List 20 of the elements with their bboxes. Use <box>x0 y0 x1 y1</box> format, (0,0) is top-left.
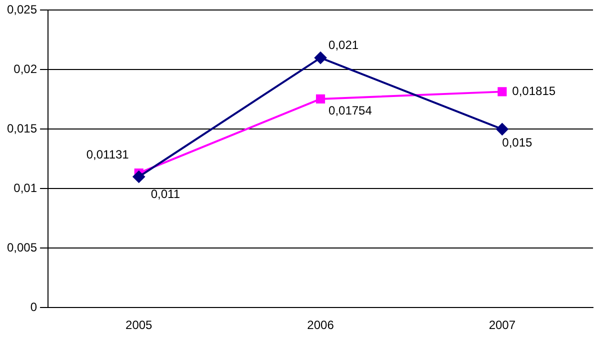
x-tick-label: 2006 <box>307 318 334 332</box>
y-tick-label: 0,025 <box>7 2 38 17</box>
data-label: 0,021 <box>328 38 359 52</box>
y-tick-label: 0,01 <box>14 180 38 195</box>
point <box>496 123 508 136</box>
point <box>132 170 145 183</box>
data-label: 0,011 <box>150 187 180 202</box>
data-label: 0,01815 <box>512 84 556 98</box>
y-tick-label: 0 <box>30 300 38 314</box>
data-label: 0,01131 <box>86 147 130 162</box>
point <box>498 87 507 96</box>
point <box>314 52 327 64</box>
y-tick-label: 0,02 <box>14 62 38 76</box>
y-tick-label: 0,005 <box>7 240 38 254</box>
y-tick-label: 0,015 <box>7 121 38 136</box>
x-tick-label: 2007 <box>488 318 516 332</box>
data-label: 0,015 <box>502 135 533 150</box>
x-tick-label: 2005 <box>126 318 153 332</box>
point <box>316 94 326 104</box>
data-label: 0,01754 <box>328 103 372 118</box>
